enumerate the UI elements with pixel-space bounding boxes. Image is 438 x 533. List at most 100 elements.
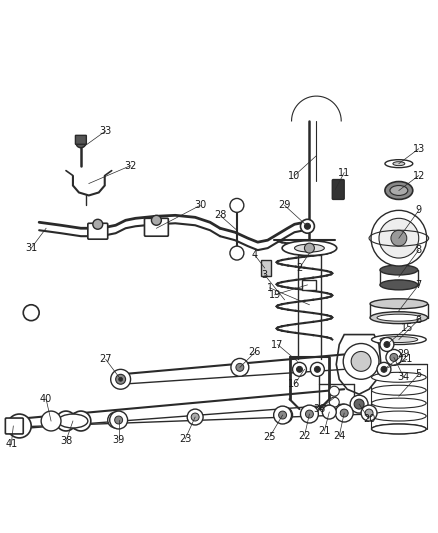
Text: 41: 41 [5,439,18,449]
Circle shape [379,337,393,351]
FancyBboxPatch shape [144,219,168,236]
Circle shape [364,409,372,417]
Text: 3: 3 [261,270,267,280]
FancyBboxPatch shape [260,260,270,276]
Circle shape [92,219,102,229]
Text: 33: 33 [99,126,112,136]
Circle shape [107,412,124,428]
Text: 2: 2 [296,263,302,273]
Circle shape [72,417,80,425]
Ellipse shape [371,411,425,421]
Circle shape [305,410,313,418]
Ellipse shape [369,299,427,309]
Ellipse shape [392,161,404,166]
Circle shape [110,369,130,389]
Circle shape [114,416,122,424]
Text: 23: 23 [179,434,191,444]
Text: 6: 6 [415,314,421,325]
Ellipse shape [384,182,412,199]
Circle shape [370,211,426,266]
Circle shape [321,405,336,419]
Circle shape [118,377,122,381]
Ellipse shape [379,265,417,275]
Text: 7: 7 [415,280,421,290]
Circle shape [378,219,418,258]
Circle shape [390,230,406,246]
Circle shape [13,416,29,432]
Circle shape [339,409,347,417]
Circle shape [110,411,127,429]
Circle shape [280,411,288,419]
FancyBboxPatch shape [332,180,343,199]
Circle shape [56,411,76,431]
FancyBboxPatch shape [302,280,316,290]
Circle shape [151,215,161,225]
Text: 4: 4 [251,250,257,260]
Ellipse shape [371,398,425,408]
Text: 22: 22 [297,431,310,441]
Circle shape [328,397,339,407]
Circle shape [111,416,120,424]
Text: 10: 10 [288,171,300,181]
Circle shape [292,362,306,376]
Circle shape [300,219,314,233]
Ellipse shape [384,160,412,168]
Polygon shape [336,335,380,394]
Circle shape [389,353,397,361]
Circle shape [350,351,370,372]
Circle shape [273,406,291,424]
Ellipse shape [371,424,425,434]
Circle shape [300,405,318,423]
Circle shape [383,342,389,348]
Circle shape [380,366,386,373]
Ellipse shape [389,185,407,196]
Circle shape [385,350,401,365]
Text: 34: 34 [397,372,409,382]
FancyBboxPatch shape [75,135,86,144]
Text: 17: 17 [271,340,283,350]
Circle shape [376,362,390,376]
Circle shape [68,413,84,429]
Circle shape [230,198,243,212]
Circle shape [278,411,286,419]
Circle shape [76,138,86,148]
Ellipse shape [379,336,417,343]
Circle shape [235,364,243,372]
Circle shape [353,399,363,409]
Ellipse shape [294,244,324,252]
Circle shape [335,404,352,422]
Text: 40: 40 [40,394,52,404]
Text: 11: 11 [337,167,350,177]
Text: 28: 28 [213,211,226,220]
Ellipse shape [58,414,88,428]
Text: 9: 9 [415,205,421,215]
Text: 39: 39 [112,435,124,445]
Text: 24: 24 [332,431,345,441]
Circle shape [296,366,302,373]
Ellipse shape [371,424,425,434]
Text: 19: 19 [268,290,280,300]
Text: 12: 12 [412,171,424,181]
Text: 38: 38 [60,436,72,446]
Ellipse shape [376,314,420,321]
Circle shape [230,246,243,260]
FancyBboxPatch shape [88,223,107,239]
Ellipse shape [379,280,417,290]
Text: 21: 21 [400,354,412,365]
Circle shape [343,343,378,379]
Text: 8: 8 [415,245,421,255]
FancyBboxPatch shape [5,418,23,434]
Circle shape [276,407,292,423]
Circle shape [17,420,25,428]
Ellipse shape [371,335,425,344]
Circle shape [304,223,310,229]
Circle shape [328,386,339,396]
Text: 25: 25 [263,432,276,442]
Text: 29: 29 [278,200,290,211]
Circle shape [304,243,314,253]
Circle shape [230,358,248,376]
Text: 16: 16 [288,379,300,389]
Ellipse shape [282,241,336,255]
Text: 20: 20 [362,414,374,424]
Text: 5: 5 [415,369,421,379]
